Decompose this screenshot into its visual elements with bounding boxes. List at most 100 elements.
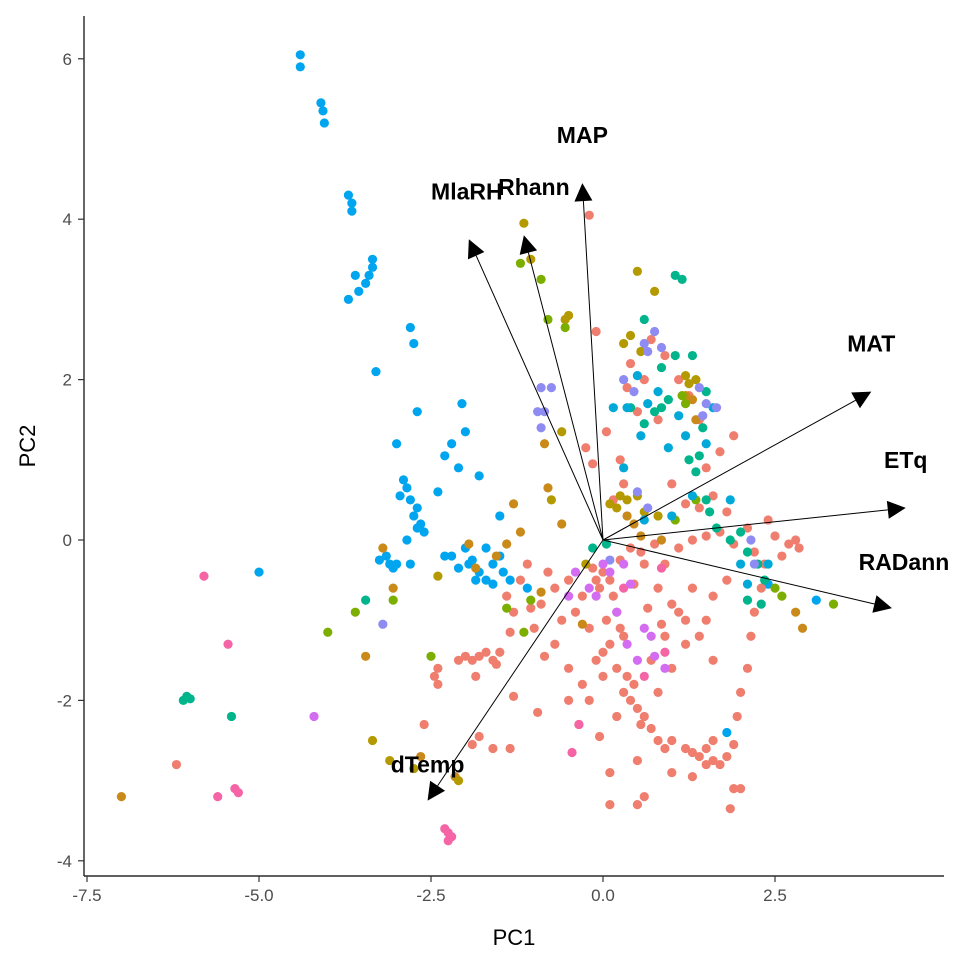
data-point	[698, 423, 708, 433]
data-point	[701, 399, 711, 409]
data-point	[433, 663, 443, 673]
data-point	[694, 383, 704, 393]
vector-arrowhead	[427, 780, 446, 801]
data-point	[677, 274, 687, 284]
data-point	[725, 495, 735, 505]
data-point	[653, 511, 663, 521]
data-point	[650, 326, 660, 337]
data-point	[598, 559, 608, 569]
data-point	[653, 415, 663, 425]
data-point	[481, 647, 491, 657]
data-point	[615, 623, 625, 633]
data-point	[536, 599, 546, 609]
data-point	[612, 663, 622, 673]
data-point	[495, 647, 505, 657]
data-point	[453, 463, 464, 473]
data-point	[546, 495, 557, 505]
data-point	[622, 403, 632, 413]
data-point	[543, 567, 553, 577]
data-point	[467, 655, 477, 665]
data-point	[674, 411, 684, 421]
data-point	[643, 399, 653, 409]
x-tick-label: 0.0	[591, 886, 615, 905]
data-point	[777, 591, 787, 601]
data-point	[667, 663, 677, 673]
data-point	[460, 427, 470, 437]
data-point	[519, 218, 529, 228]
data-point	[680, 370, 691, 381]
data-point	[402, 535, 412, 545]
data-point	[670, 350, 680, 361]
data-point	[680, 431, 691, 441]
data-point	[674, 543, 684, 553]
data-point	[412, 523, 422, 533]
data-point	[615, 491, 625, 501]
data-point	[736, 559, 746, 569]
data-point	[440, 451, 450, 461]
data-point	[777, 551, 787, 561]
data-point	[701, 531, 711, 541]
data-point	[343, 190, 354, 200]
data-point	[691, 467, 701, 477]
data-point	[729, 784, 739, 794]
data-point	[625, 358, 636, 369]
data-point	[622, 383, 632, 393]
data-point	[749, 559, 759, 569]
data-point	[632, 370, 643, 381]
data-point	[371, 366, 381, 377]
data-point	[646, 631, 656, 641]
vector-arrowhead	[467, 239, 485, 260]
data-point	[405, 495, 415, 505]
data-point	[447, 551, 457, 561]
data-point	[794, 543, 804, 553]
data-point	[402, 483, 412, 493]
data-point	[667, 479, 677, 489]
data-point	[725, 804, 735, 814]
data-point	[646, 334, 656, 345]
data-point	[515, 575, 526, 585]
data-point	[508, 691, 519, 701]
data-point	[694, 751, 704, 762]
vector-label: MAT	[847, 331, 895, 357]
data-point	[639, 711, 649, 722]
data-point	[502, 539, 512, 549]
data-point	[522, 559, 532, 569]
data-point	[433, 679, 443, 689]
data-point	[797, 623, 808, 633]
x-tick-label: 2.5	[763, 886, 787, 905]
data-point	[687, 771, 698, 782]
data-point	[680, 399, 691, 409]
data-point	[701, 439, 711, 449]
data-point	[481, 575, 491, 585]
vector-arrowhead	[519, 235, 538, 255]
data-point	[660, 743, 670, 754]
data-point	[515, 527, 526, 537]
y-tick-label: 0	[63, 531, 72, 550]
data-point	[367, 254, 378, 264]
y-tick-label: -4	[57, 852, 72, 871]
data-point	[691, 415, 701, 425]
data-point	[622, 639, 632, 649]
data-point	[746, 631, 756, 641]
data-point	[646, 723, 656, 734]
data-point	[694, 451, 704, 461]
data-point	[567, 747, 577, 758]
data-point	[708, 591, 718, 601]
y-tick-label: 4	[63, 210, 72, 229]
data-point	[742, 579, 753, 589]
data-point	[453, 563, 464, 573]
data-point	[770, 583, 780, 593]
data-point	[361, 595, 371, 605]
data-point	[474, 651, 484, 661]
data-point	[405, 559, 415, 569]
data-point	[381, 551, 391, 561]
vector-line	[475, 255, 604, 541]
data-point	[722, 751, 732, 762]
data-point	[663, 395, 673, 405]
data-point	[581, 443, 591, 453]
data-point	[715, 759, 725, 770]
data-point	[577, 619, 587, 629]
data-point	[684, 455, 694, 465]
data-point	[605, 555, 615, 565]
data-point	[687, 747, 698, 758]
